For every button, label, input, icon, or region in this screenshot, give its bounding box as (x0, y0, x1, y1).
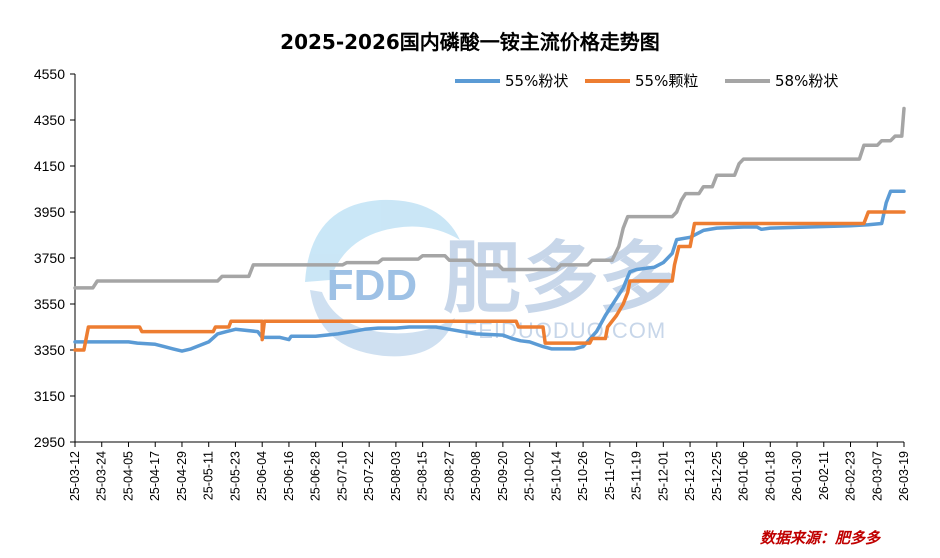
x-tick-label: 25-12-25 (710, 451, 724, 501)
x-tick-label: 25-06-28 (309, 451, 323, 501)
x-tick-label: 25-03-12 (68, 451, 82, 501)
x-tick-label: 26-01-06 (737, 451, 751, 501)
x-tick-label: 25-09-08 (469, 451, 483, 501)
legend-label-2: 55%颗粒 (635, 72, 698, 90)
watermark-logo-text: FDD (327, 261, 417, 310)
x-tick-label: 25-10-02 (523, 451, 537, 501)
x-tick-label: 25-10-26 (576, 451, 590, 501)
fdd-logo: FDD (305, 199, 460, 357)
x-tick-label: 25-03-24 (95, 451, 109, 501)
source-text: 数据来源：肥多多 (760, 529, 881, 547)
series-line-2 (73, 210, 906, 352)
x-tick-label: 25-08-27 (442, 451, 456, 501)
x-tick-label: 25-12-13 (683, 451, 697, 501)
x-tick-label: 26-02-11 (817, 451, 831, 500)
x-tick-label: 25-11-07 (603, 451, 617, 500)
x-tick-label: 25-05-11 (202, 451, 216, 500)
x-tick-label: 26-03-19 (897, 451, 911, 501)
y-tick-label: 3750 (34, 250, 65, 266)
x-tick-label: 25-10-14 (549, 451, 563, 501)
x-tick-label: 25-11-19 (630, 451, 644, 500)
legend-label-3: 58%粉状 (775, 72, 838, 90)
x-tick-label: 25-09-20 (496, 451, 510, 501)
y-tick-label: 2950 (34, 434, 65, 450)
x-tick-label: 26-01-18 (763, 451, 777, 501)
chart-title: 2025-2026国内磷酸一铵主流价格走势图 (280, 30, 660, 54)
y-tick-label: 4150 (34, 158, 65, 174)
axes: 2950 3150 3350 3550 3750 3950 4150 4350 4550 25-0… (34, 66, 911, 501)
x-tick-label: 25-04-05 (121, 451, 135, 501)
series-line-1 (73, 189, 906, 353)
watermark: FDD 肥多多 FEIDUODUO.COM (305, 199, 677, 357)
x-tick-label: 25-07-22 (362, 451, 376, 501)
x-tick-label: 25-08-03 (389, 451, 403, 501)
y-tick-label: 3350 (34, 342, 65, 358)
x-tick-label: 25-04-29 (175, 451, 189, 501)
x-tick-label: 26-03-07 (870, 451, 884, 501)
x-tick-label: 25-06-04 (255, 451, 269, 501)
x-tick-label: 25-08-15 (416, 451, 430, 501)
y-tick-label: 4550 (34, 66, 65, 82)
legend: 55%粉状 55%颗粒 58%粉状 (455, 72, 838, 90)
series-lines (73, 106, 906, 353)
y-tick-label: 3150 (34, 388, 65, 404)
x-tick-label: 25-12-01 (656, 451, 670, 501)
x-tick-label: 26-02-23 (844, 451, 858, 501)
y-tick-label: 4350 (34, 112, 65, 128)
x-tick-label: 25-04-17 (148, 451, 162, 501)
x-tick-label: 25-06-16 (282, 451, 296, 501)
y-tick-label: 3950 (34, 204, 65, 220)
legend-label-1: 55%粉状 (505, 72, 568, 90)
watermark-name: 肥多多 (443, 234, 677, 324)
x-tick-label: 25-05-23 (228, 451, 242, 501)
x-tick-label: 25-07-10 (335, 451, 349, 501)
series-line-3 (73, 106, 906, 290)
y-tick-label: 3550 (34, 296, 65, 312)
x-tick-label: 26-01-30 (790, 451, 804, 501)
